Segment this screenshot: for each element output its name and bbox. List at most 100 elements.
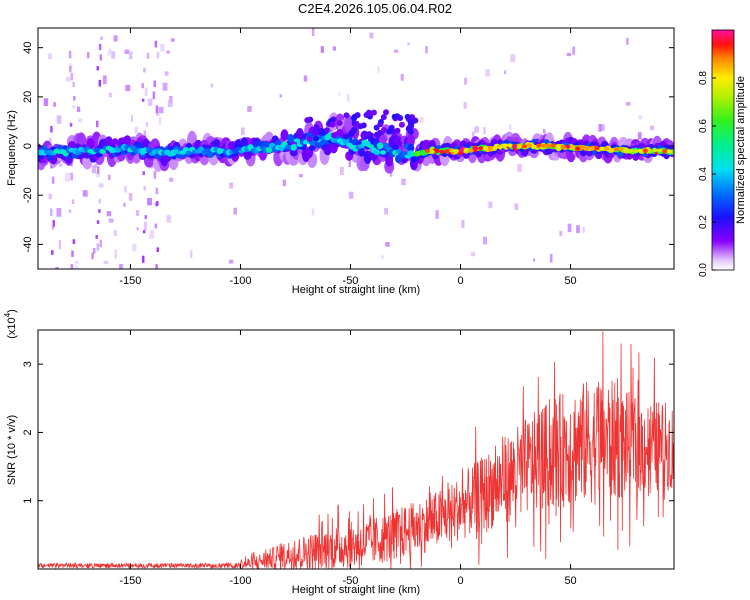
heatmap-speckle: [279, 94, 282, 98]
heatmap-speckle: [98, 209, 101, 213]
heatmap-peak: [526, 143, 532, 148]
heatmap-cell: [379, 150, 387, 155]
heatmap-speckle: [49, 208, 53, 216]
heatmap-cell: [287, 133, 295, 143]
heatmap-speckle: [95, 120, 99, 128]
heatmap-cell: [373, 149, 381, 156]
heatmap-speckle: [346, 93, 350, 102]
heatmap-speckle: [108, 92, 112, 98]
heatmap-cell: [280, 129, 289, 142]
heatmap-speckle: [146, 53, 150, 59]
spectrogram-x-ticks: -150 -100 -50 0 50: [119, 28, 577, 287]
heatmap-speckle: [582, 226, 585, 233]
heatmap-speckle: [167, 100, 173, 107]
snr-frame: [37, 329, 675, 570]
heatmap-speckle: [99, 54, 103, 61]
heatmap-speckle: [71, 199, 75, 205]
heatmap-speckle: [75, 266, 79, 269]
heatmap-speckle: [52, 220, 55, 227]
heatmap-cell: [377, 121, 384, 128]
heatmap-speckle: [154, 223, 158, 229]
heatmap-cell: [367, 144, 374, 149]
heatmap-speckle: [141, 98, 145, 102]
heatmap-speckle: [461, 219, 465, 228]
heatmap-peak: [594, 146, 600, 151]
colorbar-tick-label: 0.8: [698, 71, 709, 85]
heatmap-peak: [618, 147, 624, 152]
heatmap-speckle: [96, 66, 100, 71]
heatmap-speckle: [649, 125, 655, 131]
heatmap-speckle: [108, 218, 114, 223]
heatmap-speckle: [626, 37, 629, 45]
heatmap-peak: [647, 149, 653, 154]
heatmap-speckle: [92, 247, 96, 254]
heatmap-speckle: [136, 210, 140, 216]
heatmap-speckle: [152, 91, 156, 100]
heatmap-speckle: [114, 249, 117, 259]
figure-title: C2E4.2026.105.06.04.R02: [298, 1, 452, 16]
heatmap-peak: [657, 148, 663, 153]
colorbar-tick-label: 0.0: [698, 263, 709, 277]
heatmap-speckle: [394, 49, 399, 53]
heatmap-speckle: [142, 171, 145, 176]
heatmap-speckle: [369, 32, 374, 39]
heatmap-speckle: [158, 116, 162, 125]
heatmap-peak: [463, 147, 469, 152]
heatmap-speckle: [65, 172, 70, 182]
y-tick-label: 1: [22, 498, 34, 504]
heatmap-speckle: [599, 124, 605, 131]
colorbar-label: Normalized spectral amplitude: [735, 76, 747, 224]
heatmap-speckle: [153, 171, 157, 179]
heatmap-speckle: [228, 259, 234, 264]
heatmap-cell: [145, 146, 153, 153]
heatmap-peak: [642, 148, 648, 153]
heatmap-speckle: [514, 203, 519, 210]
heatmap-cell: [380, 114, 387, 121]
heatmap-peak: [458, 148, 465, 153]
heatmap-peak: [516, 144, 523, 149]
heatmap-speckle: [69, 63, 73, 69]
heatmap-speckle: [147, 197, 152, 206]
heatmap-cell: [212, 139, 221, 149]
heatmap-cell: [331, 132, 338, 139]
spectrogram-x-label: Height of straight line (km): [292, 284, 420, 296]
heatmap-peak: [502, 143, 508, 148]
heatmap-speckle: [125, 84, 131, 92]
heatmap-speckle: [72, 239, 76, 245]
heatmap-speckle: [103, 260, 109, 265]
heatmap-speckle: [407, 42, 410, 46]
x-tick-label: -100: [229, 575, 251, 587]
heatmap-cell: [329, 121, 336, 128]
heatmap-peak: [483, 146, 489, 151]
heatmap-speckle: [156, 51, 160, 59]
heatmap-speckle: [53, 102, 56, 107]
spectrogram-y-label: Frequency (Hz): [6, 110, 18, 186]
heatmap-peak: [497, 145, 503, 150]
x-tick-label: 50: [564, 575, 576, 587]
heatmap-speckle: [119, 263, 123, 269]
heatmap-speckle: [164, 71, 169, 76]
heatmap-speckle: [463, 77, 468, 85]
heatmap-speckle: [533, 258, 536, 262]
heatmap-speckle: [435, 210, 439, 219]
heatmap-speckle: [72, 105, 76, 109]
heatmap-speckle: [559, 230, 563, 237]
heatmap-speckle: [96, 220, 100, 224]
heatmap-cell: [412, 117, 419, 124]
heatmap-speckle: [311, 28, 315, 36]
x-tick-label: -150: [119, 575, 141, 587]
heatmap-cell: [398, 121, 405, 128]
heatmap-speckle: [91, 165, 97, 174]
snr-x-label: Height of straight line (km): [292, 584, 420, 596]
heatmap-speckle: [282, 179, 287, 187]
heatmap-cell: [366, 110, 373, 117]
heatmap-speckle: [70, 172, 73, 181]
heatmap-cell: [363, 150, 372, 164]
heatmap-speckle: [638, 115, 642, 120]
x-tick-label: 0: [457, 275, 463, 287]
y-tick-label: -40: [22, 236, 34, 252]
heatmap-speckle: [483, 126, 486, 135]
heatmap-speckle: [233, 207, 238, 215]
heatmap-peak: [478, 146, 484, 151]
